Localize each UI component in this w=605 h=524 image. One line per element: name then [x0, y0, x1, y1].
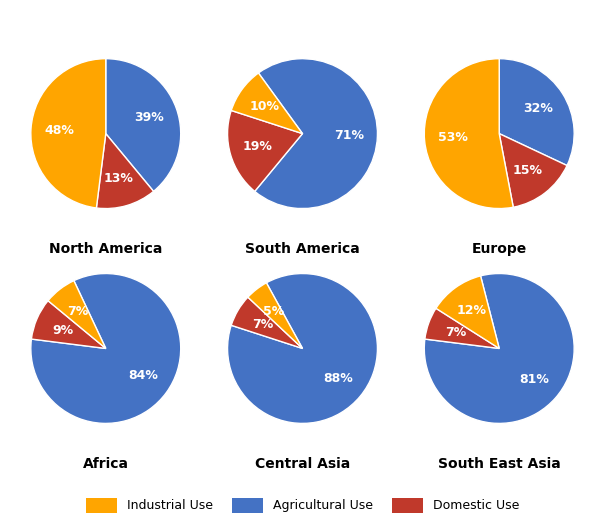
Wedge shape [227, 111, 302, 191]
Text: Central Asia: Central Asia [255, 457, 350, 471]
Wedge shape [248, 283, 302, 348]
Text: 10%: 10% [250, 100, 280, 113]
Text: 84%: 84% [128, 369, 159, 383]
Text: 19%: 19% [243, 140, 273, 153]
Text: Africa: Africa [83, 457, 129, 471]
Text: 15%: 15% [512, 164, 543, 177]
Text: 7%: 7% [67, 305, 88, 318]
Text: 7%: 7% [445, 326, 466, 339]
Text: 48%: 48% [45, 124, 74, 137]
Text: 81%: 81% [519, 373, 549, 386]
Wedge shape [436, 276, 499, 348]
Wedge shape [425, 308, 499, 348]
Text: 71%: 71% [334, 128, 364, 141]
Legend: Industrial Use, Agricultural Use, Domestic Use: Industrial Use, Agricultural Use, Domest… [80, 493, 525, 518]
Wedge shape [499, 59, 574, 166]
Wedge shape [424, 59, 513, 209]
Text: 13%: 13% [104, 172, 134, 185]
Text: 32%: 32% [523, 102, 554, 115]
Text: 7%: 7% [252, 318, 273, 331]
Text: South East Asia: South East Asia [438, 457, 561, 471]
Wedge shape [424, 274, 574, 423]
Wedge shape [106, 59, 181, 191]
Text: 9%: 9% [53, 323, 74, 336]
Wedge shape [499, 134, 567, 207]
Text: 12%: 12% [457, 304, 487, 318]
Wedge shape [227, 274, 378, 423]
Text: North America: North America [49, 242, 163, 256]
Wedge shape [231, 73, 302, 134]
Text: Europe: Europe [472, 242, 527, 256]
Wedge shape [255, 59, 378, 209]
Text: 53%: 53% [438, 132, 468, 145]
Wedge shape [31, 301, 106, 348]
Text: 39%: 39% [135, 112, 165, 124]
Wedge shape [231, 297, 302, 348]
Text: 5%: 5% [263, 305, 284, 318]
Wedge shape [31, 59, 106, 208]
Wedge shape [31, 274, 181, 423]
Text: 88%: 88% [324, 372, 353, 385]
Text: South America: South America [245, 242, 360, 256]
Wedge shape [96, 134, 154, 209]
Wedge shape [48, 281, 106, 348]
